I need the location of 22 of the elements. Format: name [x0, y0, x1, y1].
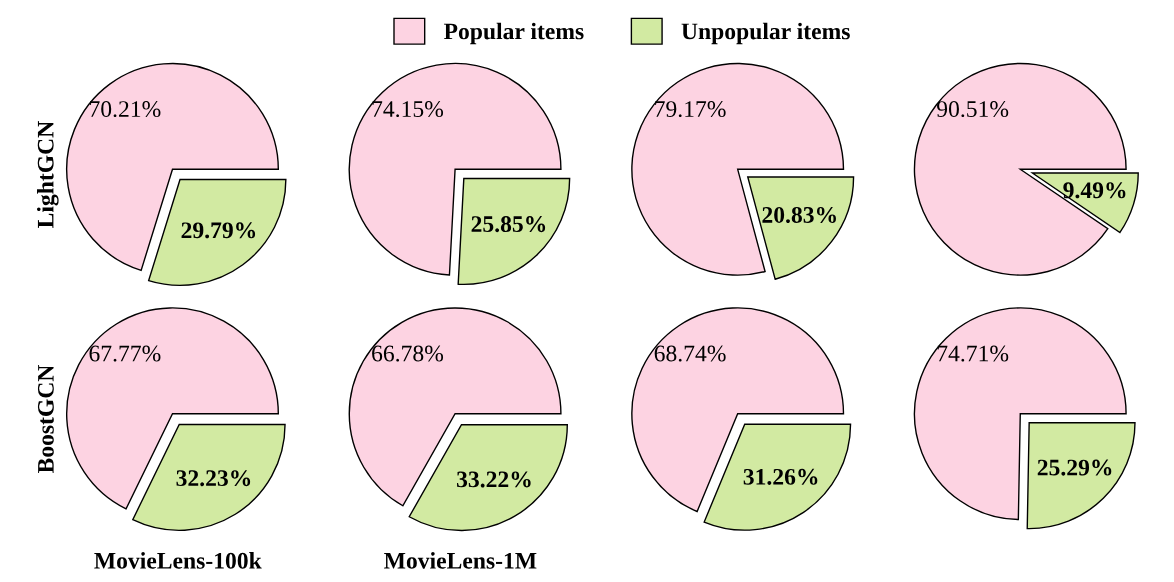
text: LightGCN [37, 121, 59, 228]
data-label: 29.79% [181, 222, 256, 239]
text: BoostGCN [37, 364, 54, 474]
data-label: 25.29% [1037, 459, 1112, 476]
data-label: 25.85% [471, 216, 546, 233]
data-label: 33.22% [457, 471, 531, 488]
data-label: 74.15% [372, 101, 444, 118]
data-label: 9.49% [1063, 182, 1126, 199]
data-label: 68.74% [654, 345, 726, 362]
text: MovieLens-100k [94, 552, 262, 569]
data-label: 20.83% [762, 206, 836, 223]
data-label: 90.51% [937, 101, 1009, 118]
data-label: 32.23% [176, 470, 251, 487]
data-label: 79.17% [655, 101, 726, 118]
data-label: 70.21% [90, 101, 161, 118]
legend-label: Popular items [443, 22, 584, 45]
data-label: 66.78% [372, 345, 444, 362]
legend-label: Unpopular items [681, 22, 850, 45]
data-label: 67.77% [89, 345, 161, 362]
data-label: 74.71% [937, 345, 1009, 362]
data-label: 31.26% [743, 468, 818, 485]
text: MovieLens-1M [384, 552, 537, 569]
